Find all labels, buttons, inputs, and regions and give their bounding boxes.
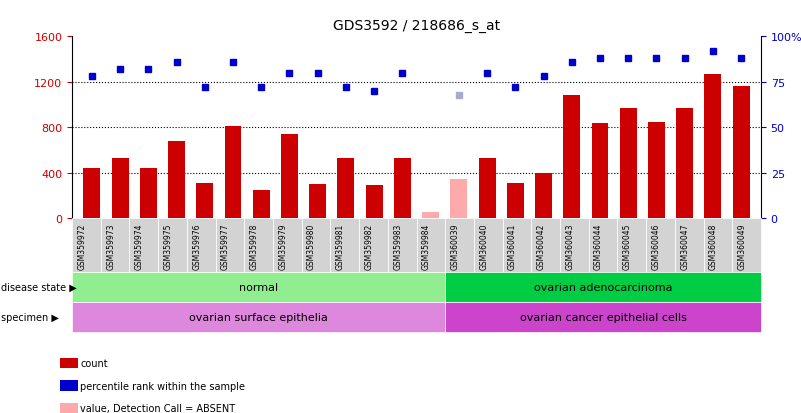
Bar bbox=[224, 127, 241, 219]
Bar bbox=[394, 159, 411, 219]
Bar bbox=[592, 123, 609, 219]
Text: count: count bbox=[80, 358, 107, 368]
Text: GSM360044: GSM360044 bbox=[594, 223, 603, 270]
Bar bbox=[535, 173, 552, 219]
Title: GDS3592 / 218686_s_at: GDS3592 / 218686_s_at bbox=[333, 19, 500, 33]
Bar bbox=[422, 212, 439, 219]
Text: disease state ▶: disease state ▶ bbox=[1, 282, 77, 292]
Bar bbox=[140, 169, 157, 219]
Text: value, Detection Call = ABSENT: value, Detection Call = ABSENT bbox=[80, 404, 235, 413]
Bar bbox=[253, 190, 270, 219]
Bar bbox=[676, 109, 693, 219]
Text: ovarian surface epithelia: ovarian surface epithelia bbox=[189, 312, 328, 322]
Bar bbox=[507, 184, 524, 219]
Text: percentile rank within the sample: percentile rank within the sample bbox=[80, 381, 245, 391]
Text: GSM359977: GSM359977 bbox=[221, 223, 230, 270]
Text: GSM359983: GSM359983 bbox=[393, 223, 402, 269]
Text: ovarian adenocarcinoma: ovarian adenocarcinoma bbox=[533, 282, 672, 292]
Text: GSM360039: GSM360039 bbox=[451, 223, 460, 270]
Text: GSM359979: GSM359979 bbox=[279, 223, 288, 270]
Bar bbox=[337, 159, 354, 219]
Text: GSM359972: GSM359972 bbox=[78, 223, 87, 269]
Text: GSM360046: GSM360046 bbox=[651, 223, 661, 270]
Bar bbox=[563, 96, 580, 219]
Bar bbox=[168, 142, 185, 219]
Bar bbox=[705, 75, 722, 219]
Text: normal: normal bbox=[239, 282, 278, 292]
Text: GSM360043: GSM360043 bbox=[566, 223, 574, 270]
Text: GSM360040: GSM360040 bbox=[479, 223, 489, 270]
Bar bbox=[366, 185, 383, 219]
Text: GSM359974: GSM359974 bbox=[135, 223, 144, 270]
Bar bbox=[620, 109, 637, 219]
Bar bbox=[733, 87, 750, 219]
Text: GSM359978: GSM359978 bbox=[250, 223, 259, 269]
Text: GSM359975: GSM359975 bbox=[163, 223, 172, 270]
Text: GSM359982: GSM359982 bbox=[364, 223, 373, 269]
Bar bbox=[648, 122, 665, 219]
Bar bbox=[309, 185, 326, 219]
Text: GSM360048: GSM360048 bbox=[709, 223, 718, 269]
Text: GSM359976: GSM359976 bbox=[192, 223, 201, 270]
Bar bbox=[83, 169, 100, 219]
Text: GSM360047: GSM360047 bbox=[680, 223, 689, 270]
Bar bbox=[450, 179, 467, 219]
Bar bbox=[281, 135, 298, 219]
Bar bbox=[196, 184, 213, 219]
Text: GSM360041: GSM360041 bbox=[508, 223, 517, 269]
Text: GSM359980: GSM359980 bbox=[307, 223, 316, 269]
Text: GSM360049: GSM360049 bbox=[738, 223, 747, 270]
Text: ovarian cancer epithelial cells: ovarian cancer epithelial cells bbox=[520, 312, 686, 322]
Text: GSM359973: GSM359973 bbox=[107, 223, 115, 270]
Text: GSM359984: GSM359984 bbox=[422, 223, 431, 269]
Text: GSM360042: GSM360042 bbox=[537, 223, 545, 269]
Text: GSM360045: GSM360045 bbox=[623, 223, 632, 270]
Text: GSM359981: GSM359981 bbox=[336, 223, 344, 269]
Bar bbox=[479, 159, 496, 219]
Bar bbox=[111, 159, 128, 219]
Text: specimen ▶: specimen ▶ bbox=[1, 312, 58, 322]
